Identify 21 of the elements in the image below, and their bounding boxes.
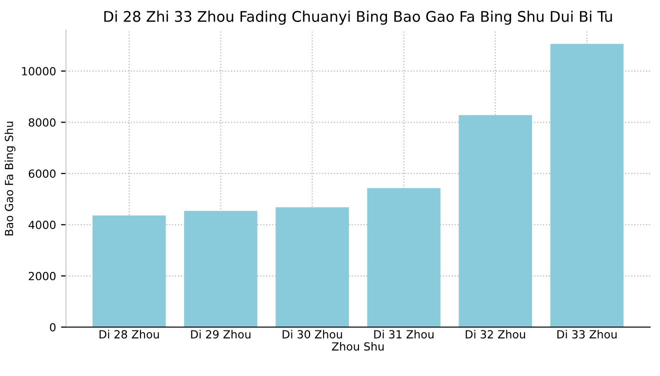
chart-title: Di 28 Zhi 33 Zhou Fading Chuanyi Bing Bao Gao Fa Bing Shu Dui Bi Tu <box>104 10 612 25</box>
y-tick-label: 10000 <box>22 67 56 76</box>
y-tick-label: 2000 <box>28 272 56 280</box>
x-axis-title: Zhou Shu <box>332 342 384 351</box>
x-tick-label: Di 30 Zhou <box>282 330 342 338</box>
bar <box>92 215 166 328</box>
bar <box>458 115 532 328</box>
y-axis-title: Bao Gao Fa Bing Shu <box>4 122 16 236</box>
y-tick-label: 6000 <box>28 169 56 178</box>
bar <box>367 188 440 328</box>
y-tick-label: 0 <box>50 323 56 332</box>
y-tick-label: 4000 <box>28 220 56 230</box>
x-tick-label: Di 33 Zhou <box>557 330 617 338</box>
bar <box>184 210 258 328</box>
bar <box>276 207 349 328</box>
y-tick-label: 8000 <box>28 118 56 127</box>
x-tick-label: Di 28 Zhou <box>100 330 159 338</box>
x-tick-label: Di 32 Zhou <box>466 330 526 338</box>
bar <box>550 44 624 328</box>
x-tick-label: Di 31 Zhou <box>374 330 434 338</box>
x-tick-label: Di 29 Zhou <box>191 330 250 338</box>
